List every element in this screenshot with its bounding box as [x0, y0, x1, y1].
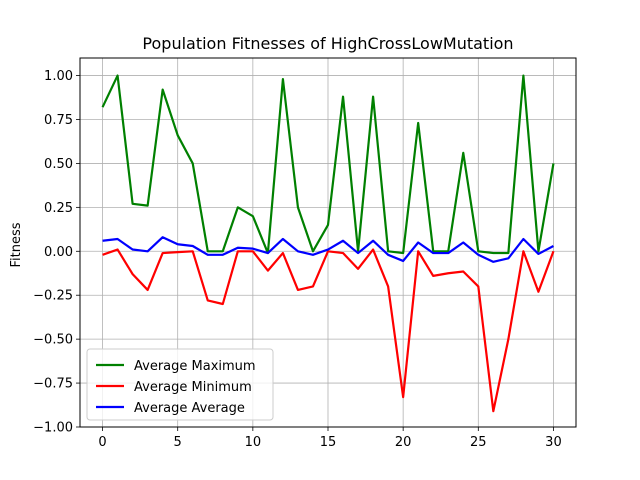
y-tick-label: 0.75 [44, 113, 73, 128]
series-line-average-average [102, 236, 554, 263]
y-tick-label: −0.50 [33, 333, 73, 348]
chart-title: Population Fitnesses of HighCrossLowMuta… [142, 34, 513, 53]
legend-box [86, 348, 274, 421]
x-tick-label: 15 [320, 435, 337, 450]
x-tick-label: 10 [245, 435, 262, 450]
x-axis: 0 5 10 15 20 25 30 [98, 427, 562, 450]
x-tick-label: 25 [470, 435, 487, 450]
x-tick-label: 5 [174, 435, 182, 450]
x-tick-label: 20 [395, 435, 412, 450]
y-tick-label: 0.00 [44, 245, 73, 260]
y-axis: −1.00 −0.75 −0.50 −0.25 0.00 0.25 0.50 0.75 1.00 [33, 69, 80, 436]
y-tick-label: −0.75 [33, 377, 73, 392]
x-tick-label: 30 [545, 435, 562, 450]
y-axis-label: Fitness [9, 222, 24, 267]
x-tick-label: 0 [98, 435, 106, 450]
y-tick-label: −1.00 [33, 421, 73, 436]
y-tick-label: −0.25 [33, 289, 73, 304]
y-tick-label: 0.25 [44, 201, 73, 216]
series-line-average-minimum [102, 248, 555, 413]
y-tick-label: 0.50 [44, 157, 73, 172]
legend-label-maximum: Average Maximum [134, 359, 256, 374]
legend-label-average: Average Average [134, 401, 245, 416]
y-tick-label: 1.00 [44, 69, 73, 84]
series-group [101, 74, 555, 413]
legend: Average Maximum Average Minimum Average … [86, 348, 274, 421]
series-line-average-maximum [101, 74, 555, 255]
legend-label-minimum: Average Minimum [134, 380, 252, 395]
